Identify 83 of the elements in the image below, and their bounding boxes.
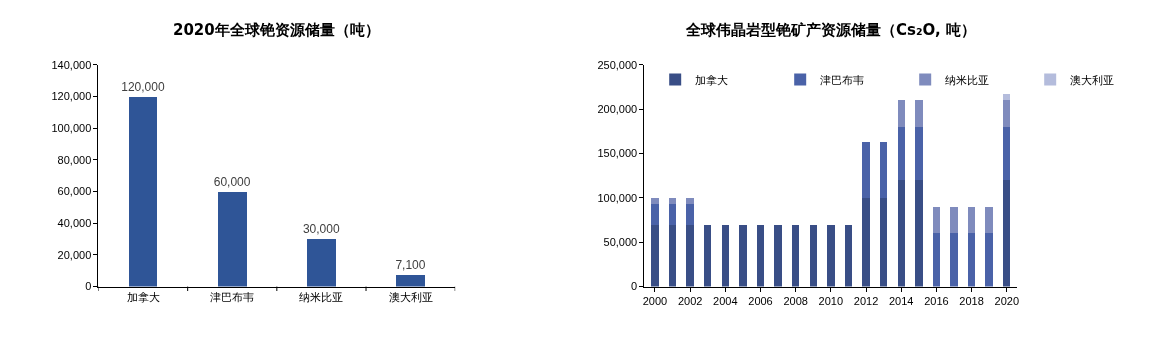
bar	[932, 206, 941, 234]
legend-label: 加拿大	[695, 73, 729, 87]
bar	[862, 142, 870, 198]
bar	[686, 224, 694, 287]
bar	[721, 224, 730, 287]
bar	[668, 197, 677, 205]
x-tick-label: 2006	[748, 294, 773, 307]
bar	[932, 233, 941, 287]
x-tick-label: 2000	[642, 294, 668, 307]
bar	[950, 206, 958, 234]
bar	[915, 126, 923, 181]
y-tick-label: 60,000	[57, 185, 92, 198]
y-tick-label: 50,000	[603, 236, 638, 249]
y-tick-label: 100,000	[51, 122, 92, 135]
bar	[967, 233, 976, 287]
bar	[217, 191, 247, 287]
bar	[774, 224, 782, 287]
y-tick-label: 0	[631, 280, 638, 293]
bar	[307, 239, 336, 287]
y-tick-label: 100,000	[597, 191, 638, 204]
y-tick-label: 120,000	[51, 90, 92, 103]
x-tick-label: 2008	[783, 294, 808, 307]
legend-label: 澳大利亚	[1070, 73, 1115, 87]
x-tick-label: 2004	[713, 294, 738, 307]
y-tick-label: 250,000	[597, 58, 638, 71]
data-label: 120,000	[121, 79, 165, 94]
x-tick-label: 2020	[994, 294, 1020, 307]
data-label: 60,000	[213, 174, 251, 189]
x-tick-label: 2016	[924, 294, 949, 307]
y-tick-label: 20,000	[57, 248, 92, 261]
chart-title: 全球伟晶岩型铯矿产资源储量（Cs₂O, 吨）	[685, 21, 976, 39]
x-tick-label: 2012	[853, 294, 879, 307]
bar	[651, 204, 659, 225]
bar	[809, 224, 817, 287]
bar	[1003, 94, 1011, 101]
bar	[897, 126, 905, 181]
bar	[791, 224, 800, 287]
bar	[1003, 126, 1011, 181]
x-tick-label: 纳米比亚	[299, 290, 344, 304]
data-label: 7,100	[395, 258, 426, 273]
data-label: 30,000	[302, 222, 340, 237]
bar	[827, 224, 835, 287]
bar	[686, 197, 694, 205]
legend-label: 津巴布韦	[820, 73, 865, 87]
bar	[897, 100, 905, 127]
bar	[897, 180, 905, 287]
x-tick-label: 2018	[959, 294, 984, 307]
x-tick-label: 澳大利亚	[388, 290, 433, 304]
y-tick-label: 150,000	[597, 147, 638, 160]
bar	[128, 96, 158, 287]
bar	[879, 197, 888, 287]
y-tick-label: 0	[85, 280, 92, 293]
bar	[985, 206, 993, 234]
bar	[950, 233, 958, 287]
bar	[862, 197, 870, 287]
bar	[668, 224, 677, 287]
x-tick-label: 2002	[677, 294, 703, 307]
bar	[985, 233, 993, 287]
bar	[756, 224, 765, 287]
bar	[879, 142, 888, 198]
bar	[915, 180, 923, 287]
x-tick-label: 2010	[818, 294, 844, 307]
x-tick-label: 加拿大	[126, 290, 160, 304]
bar	[967, 206, 976, 234]
y-tick-label: 80,000	[57, 153, 92, 166]
legend-label: 纳米比亚	[945, 73, 990, 87]
bar	[686, 204, 694, 225]
bar	[704, 224, 712, 287]
bar	[915, 100, 923, 127]
x-tick-label: 2014	[888, 294, 914, 307]
bar	[1003, 180, 1011, 287]
chart-title: 2020年全球铯资源储量（吨）	[173, 21, 380, 39]
bar	[1003, 100, 1011, 127]
bar	[396, 275, 425, 287]
bar	[651, 224, 659, 287]
bar	[739, 224, 747, 287]
y-tick-label: 140,000	[51, 58, 92, 71]
bar	[844, 224, 853, 287]
bar	[668, 204, 677, 225]
x-tick-label: 津巴布韦	[210, 290, 255, 304]
y-tick-label: 200,000	[597, 103, 638, 116]
bar	[651, 197, 659, 205]
y-tick-label: 40,000	[57, 217, 92, 230]
